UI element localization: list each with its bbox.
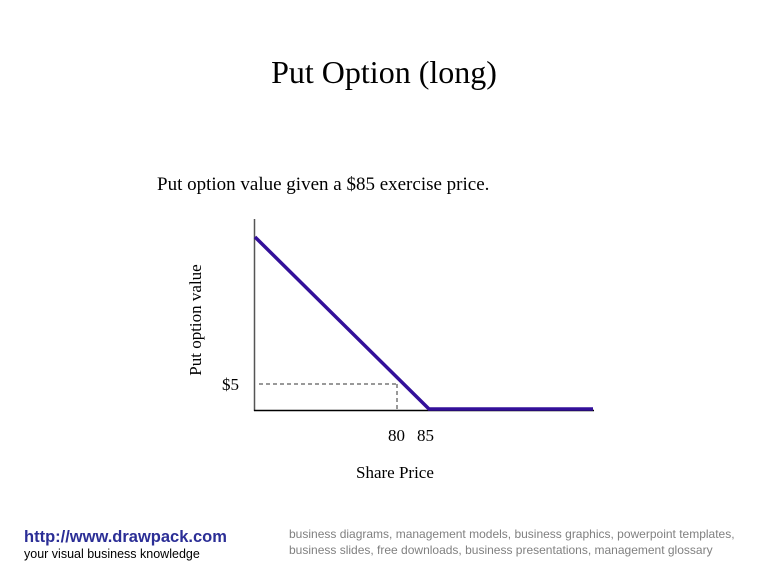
put-payoff-line (253, 235, 593, 411)
footer-link[interactable]: http://www.drawpack.com (24, 528, 227, 546)
slide-title: Put Option (long) (271, 54, 497, 90)
x-tick-label: 80 (388, 426, 405, 445)
x-axis-label: Share Price (356, 463, 434, 482)
footer-tagline: your visual business knowledge (24, 547, 200, 561)
y-tick-label: $5 (222, 375, 239, 394)
footer-keywords: business diagrams, management models, bu… (289, 527, 735, 557)
y-axis-label: Put option value (186, 264, 205, 376)
chart-subtitle: Put option value given a $85 exercise pr… (157, 174, 490, 195)
x-tick-label: 85 (417, 426, 434, 445)
